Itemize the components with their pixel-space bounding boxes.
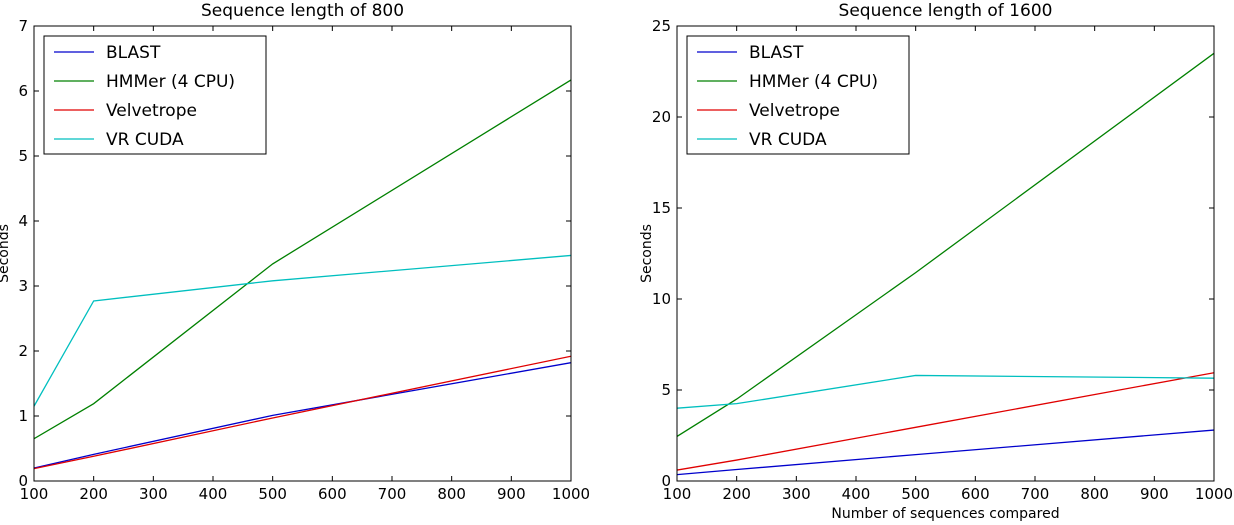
series-lines bbox=[34, 79, 571, 470]
series-line-velvetrope bbox=[34, 355, 571, 470]
x-tick-label: 800 bbox=[437, 485, 466, 503]
x-tick-label: 200 bbox=[79, 485, 108, 503]
x-tick-label: 100 bbox=[663, 485, 692, 503]
y-tick-label: 10 bbox=[652, 290, 671, 308]
x-tick-label: 1000 bbox=[1195, 485, 1233, 503]
legend-label: HMMer (4 CPU) bbox=[106, 72, 235, 92]
plot-frame bbox=[33, 25, 572, 482]
legend-box bbox=[686, 35, 910, 155]
legend: BLAST HMMer (4 CPU) Velvetrope VR CUDA bbox=[43, 35, 267, 155]
x-tick-label: 300 bbox=[139, 485, 168, 503]
legend-label: Velvetrope bbox=[106, 101, 197, 121]
y-tick-label: 25 bbox=[652, 17, 671, 35]
x-tick-label: 700 bbox=[1021, 485, 1050, 503]
series-line-velvetrope bbox=[677, 372, 1214, 471]
chart-title: Sequence length of 1600 bbox=[839, 1, 1053, 21]
chart-panel-1: Sequence length of 800 100 200 300 400 500 600… bbox=[0, 1, 590, 503]
x-tick-label: 500 bbox=[901, 485, 930, 503]
y-tick-label: 5 bbox=[661, 381, 671, 399]
y-tick-label: 0 bbox=[18, 472, 28, 490]
legend-label: Velvetrope bbox=[749, 101, 840, 121]
legend-label: VR CUDA bbox=[749, 130, 827, 150]
x-tick-label: 400 bbox=[842, 485, 871, 503]
x-tick-label: 100 bbox=[20, 485, 49, 503]
y-tick-label: 20 bbox=[652, 108, 671, 126]
y-tick-label: 4 bbox=[18, 212, 28, 230]
y-tick-label: 1 bbox=[18, 407, 28, 425]
x-tick-label: 200 bbox=[722, 485, 751, 503]
legend: BLAST HMMer (4 CPU) Velvetrope VR CUDA bbox=[686, 35, 910, 155]
legend-label: BLAST bbox=[106, 43, 161, 63]
y-tick-label: 15 bbox=[652, 199, 671, 217]
y-tick-label: 3 bbox=[18, 277, 28, 295]
legend-label: HMMer (4 CPU) bbox=[749, 72, 878, 92]
x-tick-label: 800 bbox=[1080, 485, 1109, 503]
y-tick-label: 5 bbox=[18, 147, 28, 165]
series-line-blast bbox=[677, 429, 1214, 476]
y-axis-label: Seconds bbox=[639, 224, 655, 283]
series-line-hmmer-4-cpu bbox=[34, 79, 571, 440]
x-tick-label: 300 bbox=[782, 485, 811, 503]
series-line-vr-cuda bbox=[677, 374, 1214, 409]
x-tick-label: 500 bbox=[258, 485, 287, 503]
y-tick-label: 6 bbox=[18, 82, 28, 100]
x-tick-label: 600 bbox=[961, 485, 990, 503]
x-tick-label: 400 bbox=[199, 485, 228, 503]
series-line-hmmer-4-cpu bbox=[677, 52, 1214, 437]
x-tick-label: 700 bbox=[378, 485, 407, 503]
x-tick-label: 900 bbox=[1140, 485, 1169, 503]
y-tick-label: 2 bbox=[18, 342, 28, 360]
plot-frame bbox=[676, 25, 1215, 482]
series-lines bbox=[677, 52, 1214, 476]
legend-label: BLAST bbox=[749, 43, 804, 63]
series-line-blast bbox=[34, 362, 571, 469]
legend-box bbox=[43, 35, 267, 155]
y-tick-label: 0 bbox=[661, 472, 671, 490]
x-tick-label: 600 bbox=[318, 485, 347, 503]
chart-title: Sequence length of 800 bbox=[201, 1, 404, 21]
y-tick-label: 7 bbox=[18, 17, 28, 35]
x-tick-label: 900 bbox=[497, 485, 526, 503]
x-tick-label: 1000 bbox=[552, 485, 590, 503]
legend-label: VR CUDA bbox=[106, 130, 184, 150]
series-line-vr-cuda bbox=[34, 254, 571, 407]
y-axis-label: Seconds bbox=[0, 224, 12, 283]
x-axis-label: Number of sequences compared bbox=[831, 506, 1059, 521]
